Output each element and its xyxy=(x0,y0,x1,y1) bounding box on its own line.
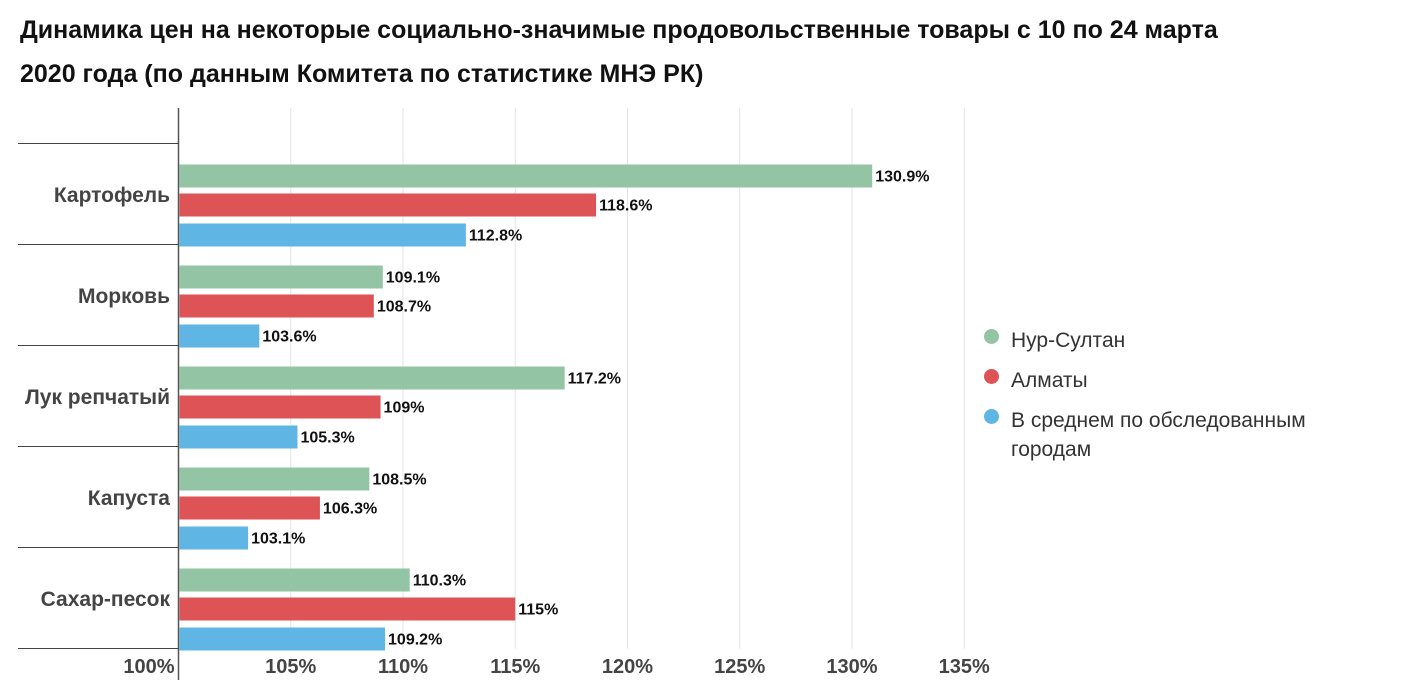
legend-item: Нур-Султан xyxy=(984,326,1384,355)
x-tick-label: 135% xyxy=(939,656,990,678)
legend-item: В среднем по обследованным городам xyxy=(984,406,1384,464)
data-label: 130.9% xyxy=(875,169,929,186)
x-tick-label: 110% xyxy=(378,656,428,678)
bar xyxy=(179,294,374,318)
bar xyxy=(179,324,260,348)
bar xyxy=(179,526,249,550)
category-label: Морковь xyxy=(78,285,170,308)
legend: Нур-Султан Алматы В среднем по обследованн… xyxy=(984,326,1384,475)
data-label: 109% xyxy=(384,400,425,417)
bar xyxy=(179,164,873,188)
x-tick-label: 105% xyxy=(265,656,316,678)
legend-swatch xyxy=(984,329,999,344)
legend-label: Алматы xyxy=(1011,369,1088,392)
category-label: Лук репчатый xyxy=(25,386,170,409)
bar xyxy=(179,496,320,520)
data-label: 105.3% xyxy=(300,430,354,447)
bars: 130.9% 118.6% 112.8% 109.1% 108.7% 103.6% 117.… xyxy=(179,164,929,651)
data-label: 118.6% xyxy=(599,198,652,215)
category-axis: Картофель Морковь Лук репчатый Капуста Сахар… xyxy=(18,108,180,680)
legend-label: Нур-Султан xyxy=(1011,329,1126,352)
data-label: 117.2% xyxy=(568,371,621,388)
chart-title: Динамика цен на некоторые социально-знач… xyxy=(20,16,1218,88)
bar xyxy=(179,395,381,419)
category-label: Сахар-песок xyxy=(41,588,171,611)
x-tick-label: 125% xyxy=(714,656,765,678)
bar xyxy=(179,193,597,217)
bar xyxy=(179,265,383,289)
data-label: 112.8% xyxy=(469,228,522,245)
legend-item: Алматы xyxy=(984,366,1384,395)
bar xyxy=(179,366,565,390)
x-tick-label: 115% xyxy=(490,656,540,678)
legend-swatch xyxy=(984,409,999,424)
data-label: 109.2% xyxy=(388,632,442,649)
category-label: Капуста xyxy=(88,487,171,510)
legend-label: В среднем по обследованным городам xyxy=(1011,409,1306,461)
category-label: Картофель xyxy=(54,184,170,207)
x-tick-label: 100% xyxy=(123,656,174,678)
bar xyxy=(179,627,386,651)
data-label: 103.1% xyxy=(251,531,305,548)
x-tick-label: 120% xyxy=(602,656,653,678)
bar xyxy=(179,597,516,621)
bar xyxy=(179,223,466,247)
legend-swatch xyxy=(984,369,999,384)
data-label: 108.7% xyxy=(377,299,431,316)
data-label: 115% xyxy=(518,602,558,619)
x-tick-label: 130% xyxy=(826,656,877,678)
data-label: 106.3% xyxy=(323,501,377,518)
data-label: 108.5% xyxy=(372,472,426,489)
bar xyxy=(179,467,370,491)
x-axis-ticks: 100% 105% 110% 115% 120% 125% 130% 135% xyxy=(123,656,990,678)
data-label: 109.1% xyxy=(386,270,440,287)
data-label: 110.3% xyxy=(413,573,466,590)
data-label: 103.6% xyxy=(262,329,316,346)
bar xyxy=(179,425,298,449)
bar xyxy=(179,568,410,592)
